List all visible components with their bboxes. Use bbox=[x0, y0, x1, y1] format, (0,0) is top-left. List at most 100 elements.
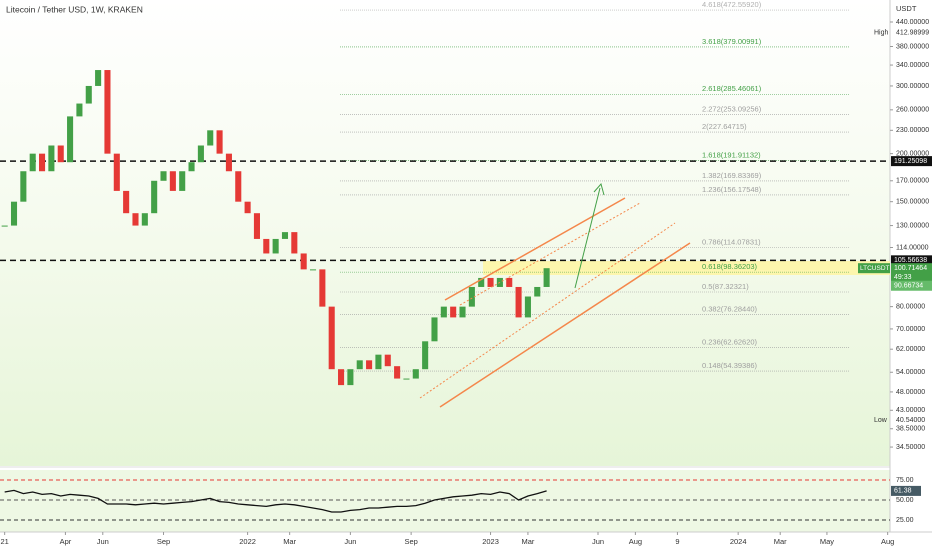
candle-body bbox=[478, 277, 485, 287]
x-tick-label: Mar bbox=[283, 537, 296, 546]
x-tick-label: 2023 bbox=[482, 537, 499, 546]
candle-body bbox=[113, 153, 120, 191]
x-tick-label: Jun bbox=[97, 537, 109, 546]
y-tick-label: 150.00000 bbox=[896, 199, 929, 206]
y-tick-label: 340.00000 bbox=[896, 62, 929, 69]
candle-body bbox=[412, 369, 419, 379]
ma-tag bbox=[891, 280, 932, 291]
symbol-label: LTCUSDT bbox=[860, 265, 890, 272]
y-tick-label: 80.00000 bbox=[896, 303, 925, 310]
low-text: Low bbox=[874, 417, 888, 424]
candle-body bbox=[515, 286, 522, 318]
candle-body bbox=[309, 269, 317, 271]
fib-label: 1.618(191.91132) bbox=[702, 151, 761, 160]
y-tick-label: 48.00000 bbox=[896, 389, 925, 396]
candle-body bbox=[39, 153, 46, 172]
level-tag-label: 191.25098 bbox=[894, 158, 927, 165]
fib-label: 4.618(472.55920) bbox=[702, 0, 762, 9]
rsi-tick-label: 75.00 bbox=[896, 477, 914, 484]
rsi-last-label: 61.38 bbox=[894, 488, 912, 495]
candle-body bbox=[197, 145, 204, 163]
fib-label: 0.786(114.07831) bbox=[702, 237, 761, 246]
candle-body bbox=[291, 232, 298, 254]
x-tick-label: May bbox=[820, 537, 834, 546]
x-tick-label: Sep bbox=[404, 537, 417, 546]
fib-label: 2.618(285.46061) bbox=[702, 84, 762, 93]
candle-body bbox=[263, 238, 270, 254]
candle-body bbox=[123, 190, 130, 214]
candle-body bbox=[450, 306, 457, 318]
candle-body bbox=[487, 277, 494, 287]
candle-body bbox=[57, 145, 64, 163]
y-tick-label: 34.50000 bbox=[896, 444, 925, 451]
candle-body bbox=[524, 296, 531, 318]
candle-body bbox=[29, 153, 36, 172]
candle-body bbox=[132, 213, 139, 226]
fib-label: 3.618(379.00991) bbox=[702, 37, 762, 46]
candle-body bbox=[188, 162, 195, 172]
candle-body bbox=[281, 232, 289, 239]
candle-body bbox=[76, 103, 83, 117]
candle-body bbox=[506, 277, 513, 287]
x-tick-label: 2024 bbox=[730, 537, 747, 546]
candle-body bbox=[338, 369, 345, 386]
low-label: 40.54000 bbox=[896, 417, 925, 424]
candle-body bbox=[225, 153, 232, 172]
candle-body bbox=[394, 366, 401, 379]
x-tick-label: Apr bbox=[60, 537, 72, 546]
channel-line bbox=[419, 222, 676, 399]
y-tick-label: 440.00000 bbox=[896, 19, 929, 26]
candle-body bbox=[235, 171, 242, 202]
level-tag bbox=[891, 255, 932, 266]
high-label: 412.98999 bbox=[896, 29, 929, 36]
fib-label: 2.272(253.09256) bbox=[702, 104, 762, 113]
candle-body bbox=[347, 369, 354, 386]
resistance-zone bbox=[483, 261, 890, 275]
candle-body bbox=[1, 225, 8, 227]
y-tick-label: 230.00000 bbox=[896, 127, 929, 134]
candle-body bbox=[179, 171, 186, 191]
candle-body bbox=[366, 360, 373, 370]
candle-body bbox=[67, 116, 74, 163]
candle-body bbox=[422, 341, 429, 370]
candle-body bbox=[272, 238, 279, 254]
candle-body bbox=[440, 306, 447, 318]
x-tick-label: Jun bbox=[592, 537, 604, 546]
channel-line bbox=[459, 202, 641, 306]
high-text: High bbox=[874, 29, 889, 36]
rsi-tag bbox=[891, 485, 921, 496]
x-tick-label: 2022 bbox=[239, 537, 256, 546]
candle-body bbox=[328, 306, 335, 370]
candle-body bbox=[10, 201, 18, 226]
x-tick-label: Aug bbox=[881, 537, 894, 546]
candle-body bbox=[104, 70, 111, 154]
candle-body bbox=[319, 269, 326, 307]
price-pane bbox=[0, 0, 890, 466]
symbol-tag bbox=[858, 263, 890, 274]
candle-body bbox=[48, 145, 55, 172]
x-tick-label: Mar bbox=[521, 537, 534, 546]
x-tick-label: Aug bbox=[629, 537, 642, 546]
level-tag-label: 105.56638 bbox=[894, 257, 927, 264]
fib-label: 0.236(62.62620) bbox=[702, 337, 758, 346]
candle-body bbox=[141, 213, 148, 226]
candle-body bbox=[95, 70, 102, 86]
fib-label: 0.382(76.28440) bbox=[702, 305, 758, 314]
candle-body bbox=[85, 85, 92, 104]
level-tag bbox=[891, 156, 932, 167]
y-tick-label: 54.00000 bbox=[896, 369, 925, 376]
y-tick-label: 380.00000 bbox=[896, 43, 929, 50]
y-tick-label: 43.00000 bbox=[896, 407, 925, 414]
candle-body bbox=[207, 130, 214, 146]
fib-label: 1.236(156.17548) bbox=[702, 185, 762, 194]
x-tick-label: 21 bbox=[1, 537, 9, 546]
x-tick-label: 9 bbox=[675, 537, 679, 546]
channel-line bbox=[439, 242, 691, 408]
candle-body bbox=[253, 213, 260, 239]
candle-body bbox=[216, 130, 223, 154]
candle-body bbox=[403, 378, 410, 380]
y-tick-label: 300.00000 bbox=[896, 83, 929, 90]
channel-line bbox=[444, 197, 626, 301]
x-tick-label: Mar bbox=[774, 537, 787, 546]
